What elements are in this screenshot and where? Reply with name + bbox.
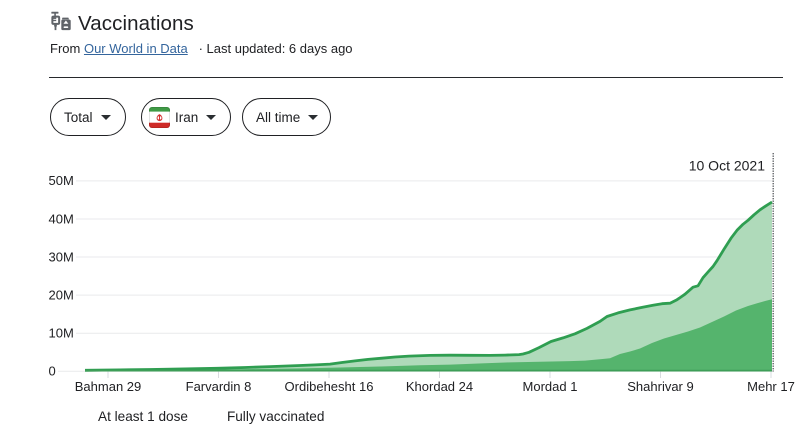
svg-text:20M: 20M (49, 287, 74, 302)
svg-text:50M: 50M (49, 173, 74, 188)
svg-text:Khordad 24: Khordad 24 (406, 379, 473, 394)
svg-text:Mordad 1: Mordad 1 (523, 379, 578, 394)
svg-text:40M: 40M (49, 211, 74, 226)
svg-text:10M: 10M (49, 326, 74, 341)
svg-text:Farvardin 8: Farvardin 8 (186, 379, 252, 394)
svg-text:Shahrivar 9: Shahrivar 9 (627, 379, 693, 394)
svg-text:30M: 30M (49, 249, 74, 264)
svg-text:Mehr 17: Mehr 17 (747, 379, 795, 394)
svg-text:Bahman 29: Bahman 29 (75, 379, 142, 394)
svg-text:10 Oct 2021: 10 Oct 2021 (689, 158, 765, 174)
svg-text:0: 0 (49, 364, 56, 379)
svg-text:Ordibehesht 16: Ordibehesht 16 (285, 379, 374, 394)
